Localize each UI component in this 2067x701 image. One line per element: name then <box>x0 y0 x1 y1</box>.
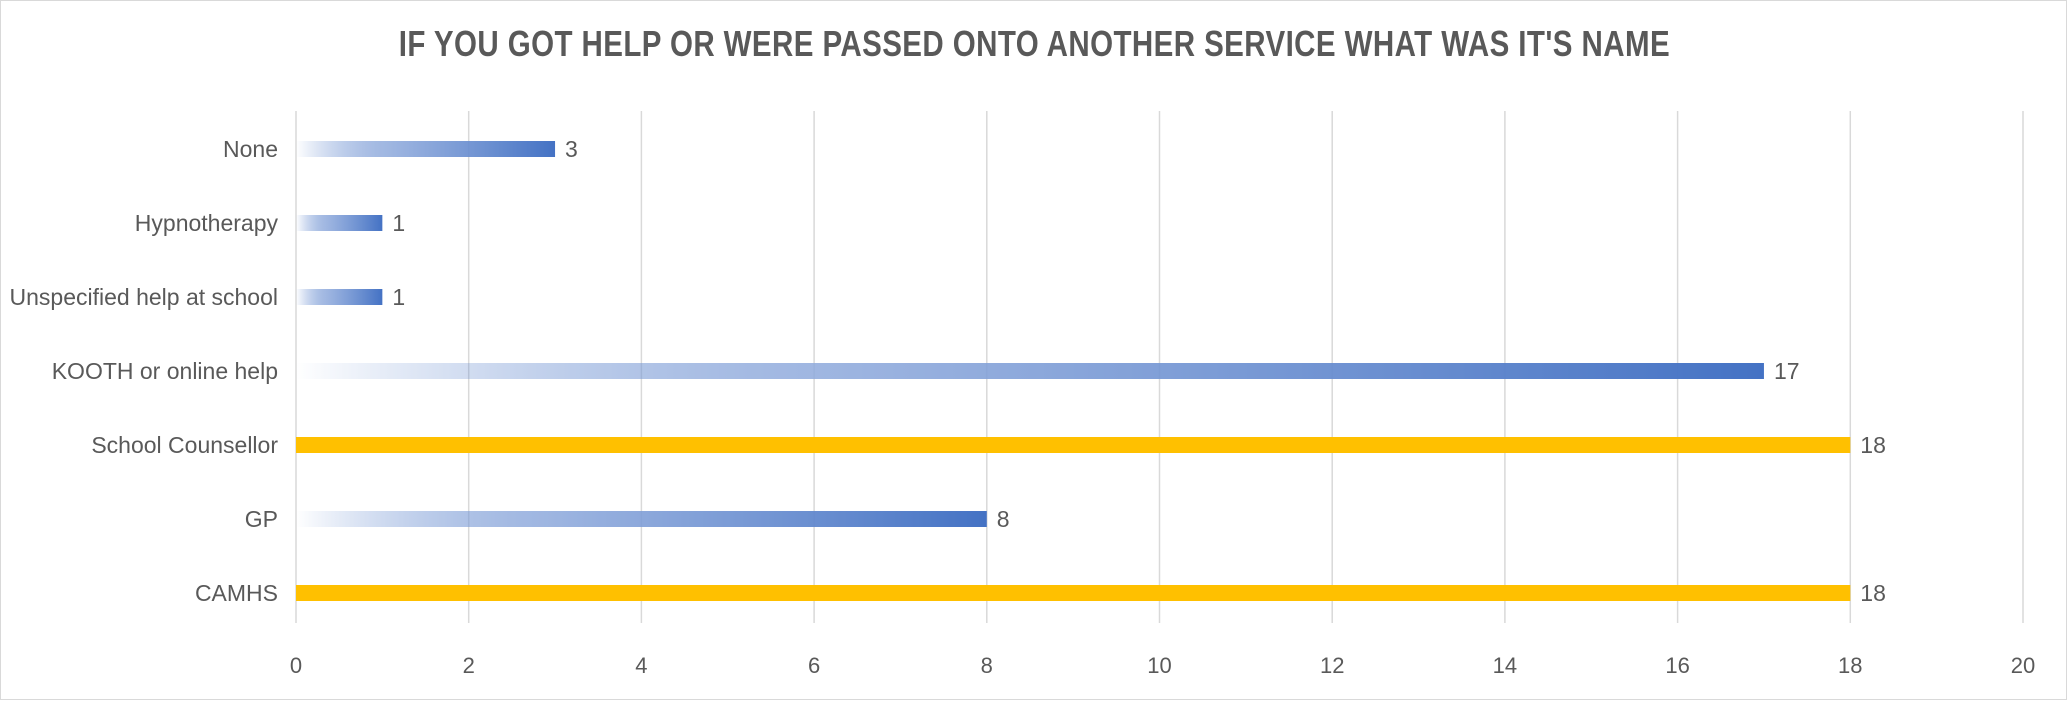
category-label: Unspecified help at school <box>10 284 279 310</box>
x-tick-label: 4 <box>635 653 647 678</box>
data-label: 17 <box>1774 358 1800 384</box>
x-tick-label: 6 <box>808 653 820 678</box>
category-label: CAMHS <box>195 580 278 606</box>
data-label: 1 <box>392 284 405 310</box>
data-label: 18 <box>1860 432 1886 458</box>
category-label: Hypnotherapy <box>135 210 279 236</box>
x-tick-label: 10 <box>1147 653 1171 678</box>
data-label: 1 <box>392 210 405 236</box>
bar-hypnotherapy <box>296 215 383 231</box>
x-tick-label: 18 <box>1838 653 1862 678</box>
x-tick-label: 8 <box>981 653 993 678</box>
chart-title: IF YOU GOT HELP OR WERE PASSED ONTO ANOT… <box>398 23 1671 64</box>
category-label: School Counsellor <box>91 432 278 458</box>
bar-kooth-or-online-help <box>296 363 1764 379</box>
bar-none <box>296 141 556 157</box>
data-label: 3 <box>565 136 578 162</box>
x-tick-label: 20 <box>2011 653 2035 678</box>
x-tick-label: 12 <box>1320 653 1344 678</box>
bar-unspecified-help-at-school <box>296 289 383 305</box>
bar-camhs <box>296 585 1851 601</box>
x-tick-label: 2 <box>463 653 475 678</box>
category-label: KOOTH or online help <box>52 358 278 384</box>
bar-gp <box>296 511 987 527</box>
category-label: GP <box>245 506 278 532</box>
category-label: None <box>223 136 278 162</box>
bars <box>296 141 1851 601</box>
data-label: 8 <box>997 506 1010 532</box>
data-label: 18 <box>1860 580 1886 606</box>
bar-school-counsellor <box>296 437 1851 453</box>
x-tick-label: 14 <box>1493 653 1517 678</box>
x-tick-label: 16 <box>1665 653 1689 678</box>
x-tick-label: 0 <box>290 653 302 678</box>
